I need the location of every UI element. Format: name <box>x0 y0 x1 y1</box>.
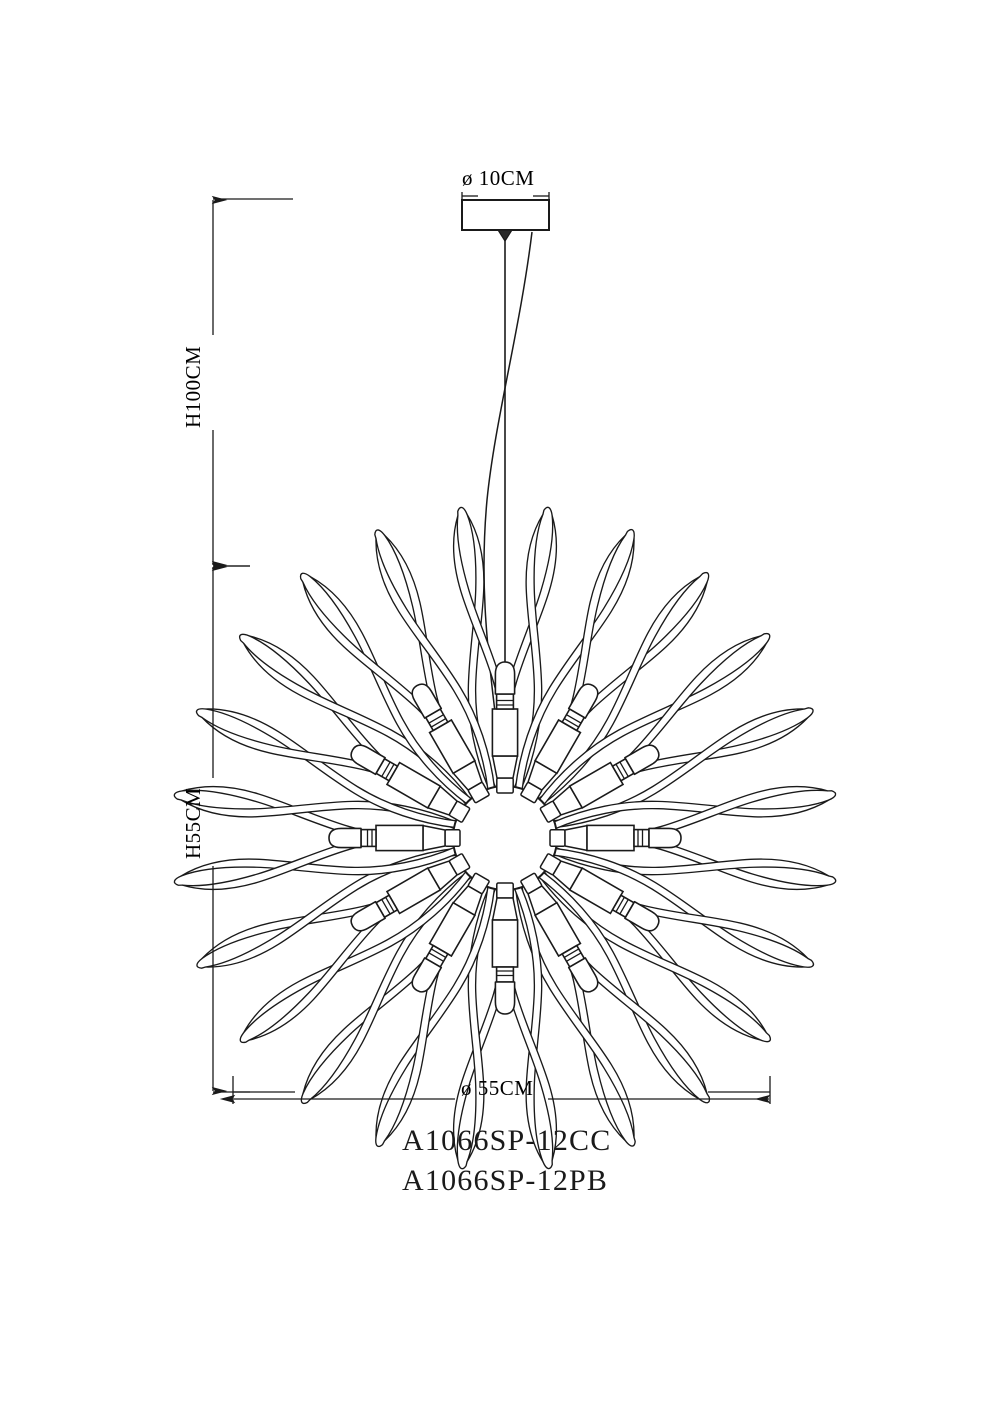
canopy-plate <box>461 199 550 231</box>
canopy-diameter-label: ø 10CM <box>462 166 535 190</box>
lamp-socket <box>328 824 461 852</box>
dimension-h100 <box>211 195 293 570</box>
canopy-dimension-line <box>461 192 550 200</box>
canopy-assembly <box>461 192 550 243</box>
dimension-diameter-55 <box>219 1076 771 1104</box>
model-code-1: A1066SP-12CC <box>402 1124 612 1157</box>
fixture-diameter-label: ø 55CM <box>461 1076 534 1100</box>
dimension-h55 <box>211 562 250 1096</box>
lamp-socket <box>491 882 519 1015</box>
lamp-socket <box>491 661 519 794</box>
fixture-height-label: H55CM <box>181 787 205 859</box>
model-code-block: A1066SP-12CC A1066SP-12PB <box>402 1121 611 1201</box>
model-code-2: A1066SP-12PB <box>402 1164 609 1197</box>
suspension-height-label: H100CM <box>181 345 205 428</box>
lamp-socket <box>549 824 682 852</box>
canopy-cone <box>496 229 514 243</box>
